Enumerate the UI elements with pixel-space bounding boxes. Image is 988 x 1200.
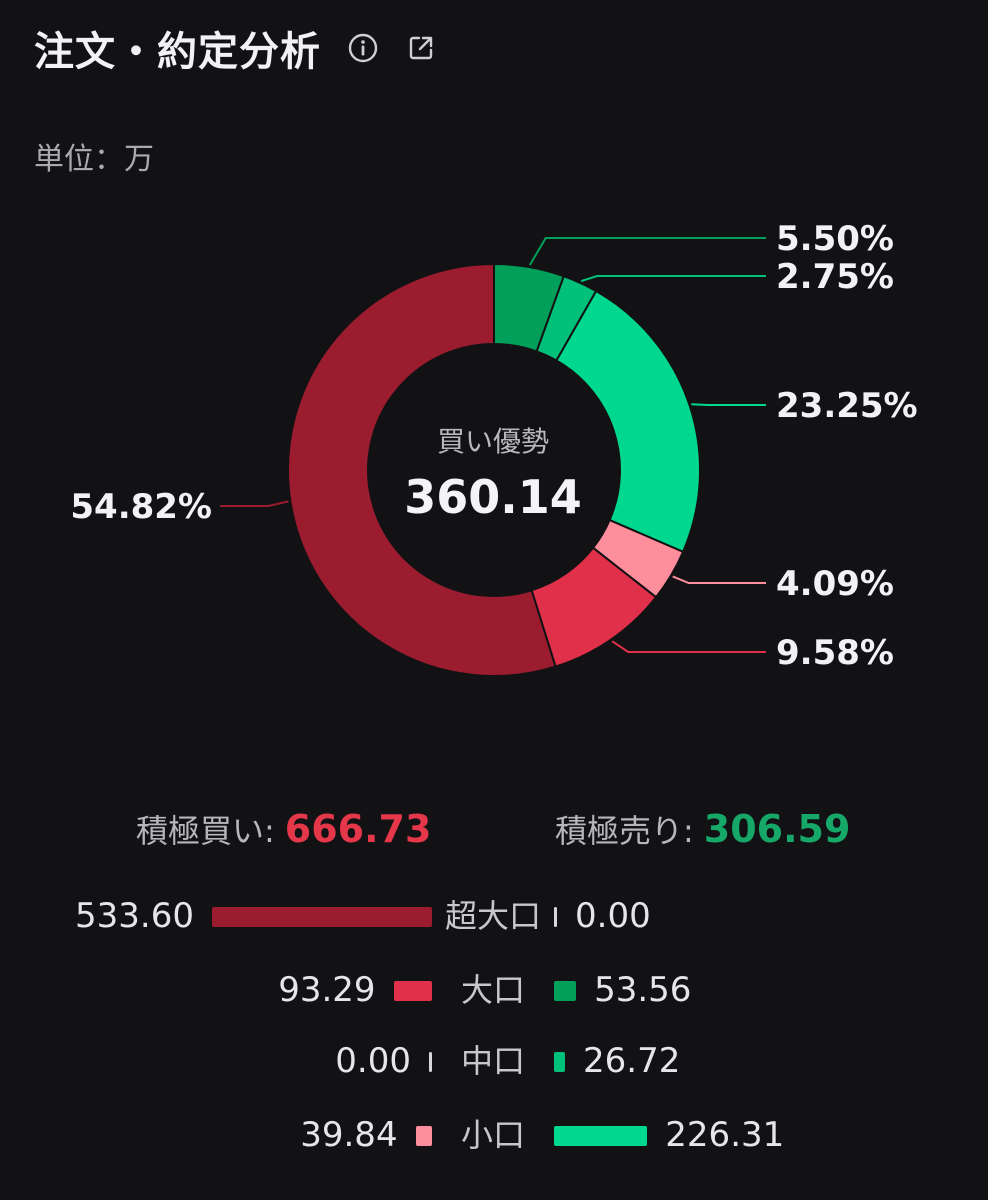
buy-value: 39.84 bbox=[300, 1115, 398, 1155]
center-label: 買い優勢 bbox=[436, 425, 549, 458]
breakdown-row-label: 超大口 bbox=[444, 897, 541, 935]
leader-line bbox=[691, 403, 766, 406]
sell-value: 26.72 bbox=[583, 1041, 681, 1081]
donut-slice[interactable] bbox=[287, 262, 557, 677]
sell-bar bbox=[554, 1052, 566, 1072]
sell-bar bbox=[554, 981, 577, 1001]
share-icon[interactable] bbox=[405, 32, 437, 64]
leader-line bbox=[528, 237, 766, 266]
donut-slice[interactable] bbox=[555, 289, 701, 554]
page-title: 注文・約定分析 bbox=[34, 29, 321, 75]
buy-value: 93.29 bbox=[278, 970, 376, 1010]
buy-bar bbox=[429, 1052, 432, 1072]
breakdown-row-label: 小口 bbox=[460, 1116, 525, 1154]
center-value: 360.14 bbox=[404, 470, 582, 524]
leader-line bbox=[672, 575, 766, 584]
sell-bar bbox=[554, 907, 557, 927]
sell-value: 226.31 bbox=[665, 1115, 785, 1155]
donut-slices bbox=[287, 262, 701, 677]
breakdown-row: 533.60 超大口 0.00 bbox=[0, 890, 988, 942]
breakdown-row: 39.84 小口 226.31 bbox=[0, 1109, 988, 1161]
buy-bar bbox=[415, 1126, 432, 1146]
donut-leader-lines bbox=[220, 237, 766, 653]
slice-percent-label: 5.50% bbox=[776, 219, 894, 259]
active-sell-label: 積極売り: bbox=[555, 812, 694, 850]
unit-label: 単位：万 bbox=[34, 142, 154, 177]
slice-percent-label: 9.58% bbox=[776, 633, 894, 673]
active-sell-value: 306.59 bbox=[703, 807, 851, 851]
sell-value: 53.56 bbox=[594, 970, 692, 1010]
leader-line bbox=[220, 500, 289, 507]
breakdown-row: 0.00 中口 26.72 bbox=[0, 1035, 988, 1087]
breakdown-row: 93.29 大口 53.56 bbox=[0, 964, 988, 1016]
slice-percent-label: 54.82% bbox=[70, 487, 212, 527]
active-buy-summary: 積極買い: 666.73 bbox=[136, 806, 431, 852]
sell-value: 0.00 bbox=[575, 896, 651, 936]
buy-value: 533.60 bbox=[75, 896, 194, 936]
donut-labels: 5.50%2.75% 23.25% 4.09% 9.58% 54.82% bbox=[70, 219, 917, 673]
active-buy-value: 666.73 bbox=[284, 807, 432, 851]
active-sell-summary: 積極売り: 306.59 bbox=[555, 806, 850, 852]
breakdown-row-label: 中口 bbox=[460, 1042, 525, 1080]
buy-value: 0.00 bbox=[335, 1041, 411, 1081]
leader-line bbox=[580, 275, 766, 283]
buy-bar bbox=[393, 981, 432, 1001]
info-icon[interactable] bbox=[347, 32, 379, 64]
slice-percent-label: 4.09% bbox=[776, 564, 894, 604]
header: 注文・約定分析 bbox=[34, 18, 437, 78]
leader-line bbox=[611, 640, 766, 653]
buy-bar bbox=[212, 907, 432, 927]
active-buy-label: 積極買い: bbox=[136, 812, 275, 850]
slice-percent-label: 23.25% bbox=[776, 386, 918, 426]
breakdown-row-label: 大口 bbox=[460, 971, 525, 1009]
sell-bar bbox=[554, 1126, 648, 1146]
donut-chart: 5.50%2.75% 23.25% 4.09% 9.58% 54.82% bbox=[70, 219, 918, 677]
slice-percent-label: 2.75% bbox=[776, 257, 894, 297]
